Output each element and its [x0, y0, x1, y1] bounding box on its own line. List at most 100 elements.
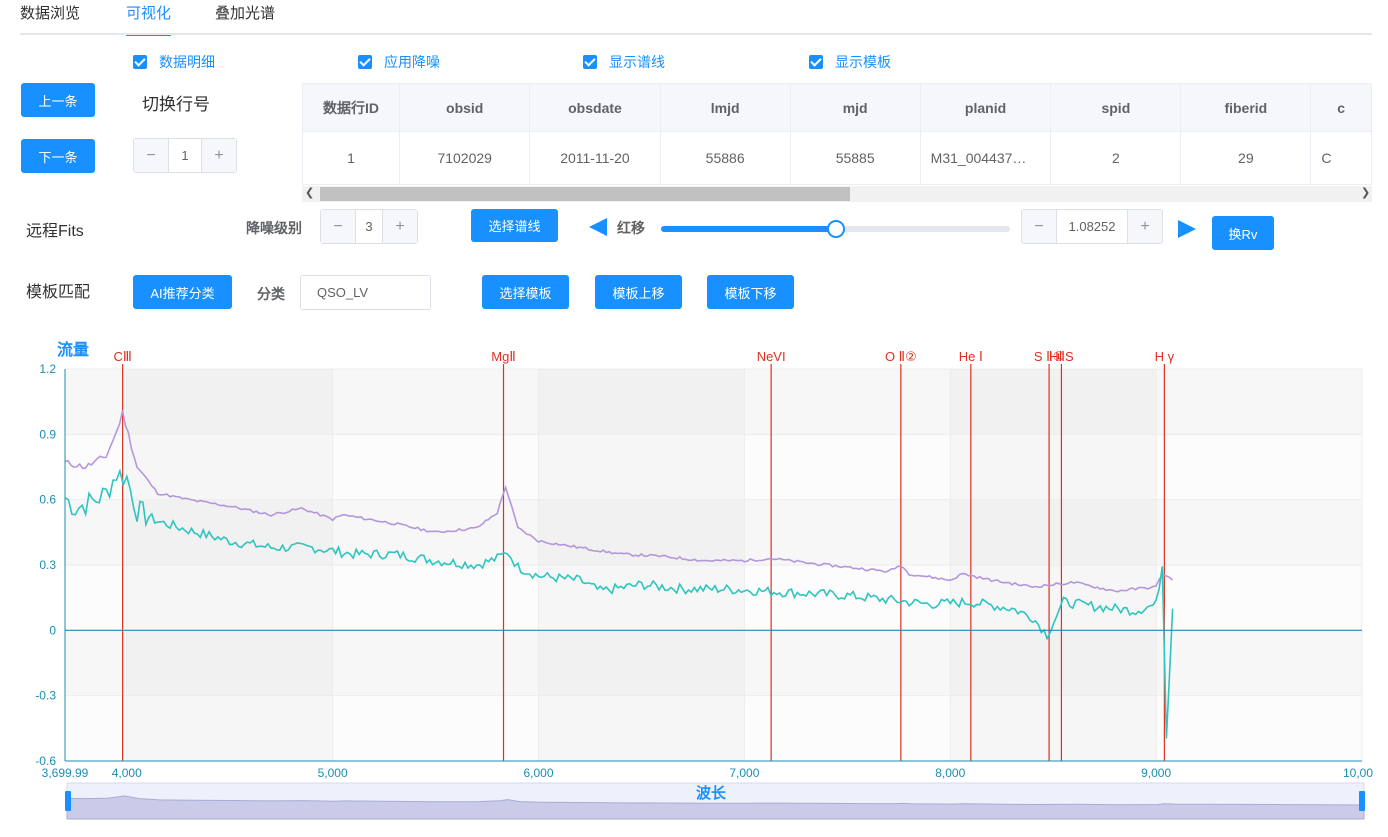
ai-classify-button[interactable]: AI推荐分类: [133, 275, 232, 309]
y-tick-label: 1.2: [39, 362, 56, 376]
chart-axes: 1.2 0.9 0.6 0.3 0 -0.3 -0.63,699.99 4,000 5,000 6…: [35, 362, 1373, 780]
checkbox-label: 应用降噪: [384, 54, 440, 70]
tab-divider: [20, 33, 1372, 35]
y-tick-label: 0.6: [39, 493, 56, 507]
zoom-preview: [66, 795, 1365, 820]
checkbox-show-template[interactable]: 显示模板: [809, 52, 891, 72]
tab-visualization[interactable]: 可视化: [126, 0, 172, 36]
select-template-button[interactable]: 选择模板: [482, 275, 569, 309]
redshift-slider-handle[interactable]: [826, 220, 845, 238]
spectral-line-label: O Ⅱ②: [885, 349, 917, 364]
redshift-slider[interactable]: [661, 220, 1010, 238]
template-up-button[interactable]: 模板上移: [595, 275, 682, 309]
series-flux-line: [64, 468, 1174, 739]
minus-icon[interactable]: −: [1022, 210, 1057, 243]
x-axis-label: 波长: [696, 784, 727, 802]
select-lines-button[interactable]: 选择谱线: [471, 209, 558, 242]
plus-icon[interactable]: +: [382, 210, 417, 243]
spectral-line-label: CⅢ: [113, 349, 131, 364]
change-rv-button[interactable]: 换Rv: [1212, 216, 1274, 250]
table-cell: M31_004437…: [919, 131, 1052, 185]
row-number-value[interactable]: 1: [181, 148, 189, 163]
minus-icon[interactable]: −: [321, 210, 356, 243]
x-tick-label: 8,000: [935, 766, 965, 780]
y-tick-label: -0.3: [35, 689, 56, 703]
column-header[interactable]: c: [1310, 83, 1372, 132]
column-header[interactable]: 数据行ID: [302, 83, 401, 132]
template-match-label: 模板匹配: [26, 284, 91, 301]
redshift-increase-icon[interactable]: [1178, 220, 1196, 238]
redshift-decrease-icon[interactable]: [589, 218, 607, 236]
denoise-level-stepper[interactable]: − 3 +: [320, 209, 418, 244]
y-tick-label: 0.9: [39, 427, 56, 441]
x-tick-label: 3,699.99: [42, 766, 89, 780]
redshift-stepper[interactable]: − 1.08252 +: [1021, 209, 1163, 244]
chart-band: [65, 369, 1362, 435]
class-input[interactable]: QSO_LV: [300, 275, 431, 310]
spectral-line-label: MgⅡ: [491, 349, 515, 364]
checkbox-checked-icon: [809, 55, 823, 69]
table-cell: 29: [1180, 131, 1312, 185]
x-tick-label: 9,000: [1141, 766, 1171, 780]
spectral-line-label: HⅡS: [1049, 349, 1074, 364]
zoom-handle-right[interactable]: [1359, 791, 1365, 811]
scroll-right-icon[interactable]: ❯: [1361, 187, 1371, 199]
redshift-value[interactable]: 1.08252: [1068, 219, 1116, 234]
template-down-button[interactable]: 模板下移: [707, 275, 794, 309]
scrollbar-thumb[interactable]: [320, 187, 850, 201]
table-cell: 2011-11-20: [529, 131, 661, 185]
column-header[interactable]: obsid: [399, 83, 531, 132]
column-header[interactable]: obsdate: [529, 83, 661, 132]
checkbox-data-detail[interactable]: 数据明细: [133, 52, 215, 72]
series-template-line: [64, 410, 1174, 593]
column-header[interactable]: fiberid: [1180, 83, 1312, 132]
denoise-level-value[interactable]: 3: [365, 219, 373, 234]
row-number-stepper[interactable]: − 1 +: [133, 138, 237, 173]
plus-icon[interactable]: +: [1127, 210, 1162, 243]
remote-fits-label: 远程Fits: [26, 223, 84, 240]
column-header[interactable]: mjd: [789, 83, 921, 132]
checkbox-label: 显示模板: [835, 54, 891, 70]
chart-band: [65, 499, 1362, 565]
spectral-line-label: H γ: [1155, 349, 1175, 364]
spectral-line-label: NeVI: [757, 349, 786, 364]
table-row[interactable]: 1 7102029 2011-11-20 55886 55885 M31_004…: [302, 131, 1372, 185]
chart-band: [65, 630, 1362, 696]
switch-row-label: 切换行号: [142, 95, 210, 114]
x-tick-label: 7,000: [729, 766, 759, 780]
chart-band: [65, 695, 1362, 761]
table-cell: C: [1310, 131, 1372, 185]
tab-overlay-spectra[interactable]: 叠加光谱: [215, 5, 276, 22]
table-cell: 1: [302, 131, 401, 185]
checkbox-show-lines[interactable]: 显示谱线: [583, 52, 665, 72]
denoise-level-label: 降噪级别: [246, 220, 302, 236]
column-header[interactable]: spid: [1050, 83, 1182, 132]
chart-band: [65, 434, 1362, 500]
checkbox-checked-icon: [583, 55, 597, 69]
column-header[interactable]: planid: [919, 83, 1052, 132]
x-tick-label: 6,000: [523, 766, 553, 780]
redshift-label: 红移: [617, 220, 645, 236]
checkbox-label: 显示谱线: [609, 54, 665, 70]
next-button[interactable]: 下一条: [21, 139, 95, 173]
data-table: 数据行ID obsid obsdate lmjd mjd planid spid…: [302, 83, 1372, 188]
zoom-handle-left[interactable]: [65, 791, 71, 811]
y-tick-label: 0.3: [39, 558, 56, 572]
table-header-row: 数据行ID obsid obsdate lmjd mjd planid spid…: [302, 83, 1372, 132]
checkbox-apply-denoise[interactable]: 应用降噪: [358, 52, 440, 72]
spectral-line-label: S Ⅱ①: [1034, 349, 1064, 364]
scroll-left-icon[interactable]: ❮: [305, 187, 315, 199]
minus-icon[interactable]: −: [134, 139, 169, 172]
checkbox-checked-icon: [358, 55, 372, 69]
spectral-line-label: He Ⅰ: [959, 349, 983, 364]
tab-data-browse[interactable]: 数据浏览: [20, 5, 81, 22]
plus-icon[interactable]: +: [201, 139, 236, 172]
x-tick-label: 5,000: [318, 766, 348, 780]
y-axis-label: 流量: [57, 340, 89, 359]
table-cell: 7102029: [399, 131, 531, 185]
column-header[interactable]: lmjd: [659, 83, 791, 132]
prev-button[interactable]: 上一条: [21, 83, 95, 117]
checkbox-checked-icon: [133, 55, 147, 69]
